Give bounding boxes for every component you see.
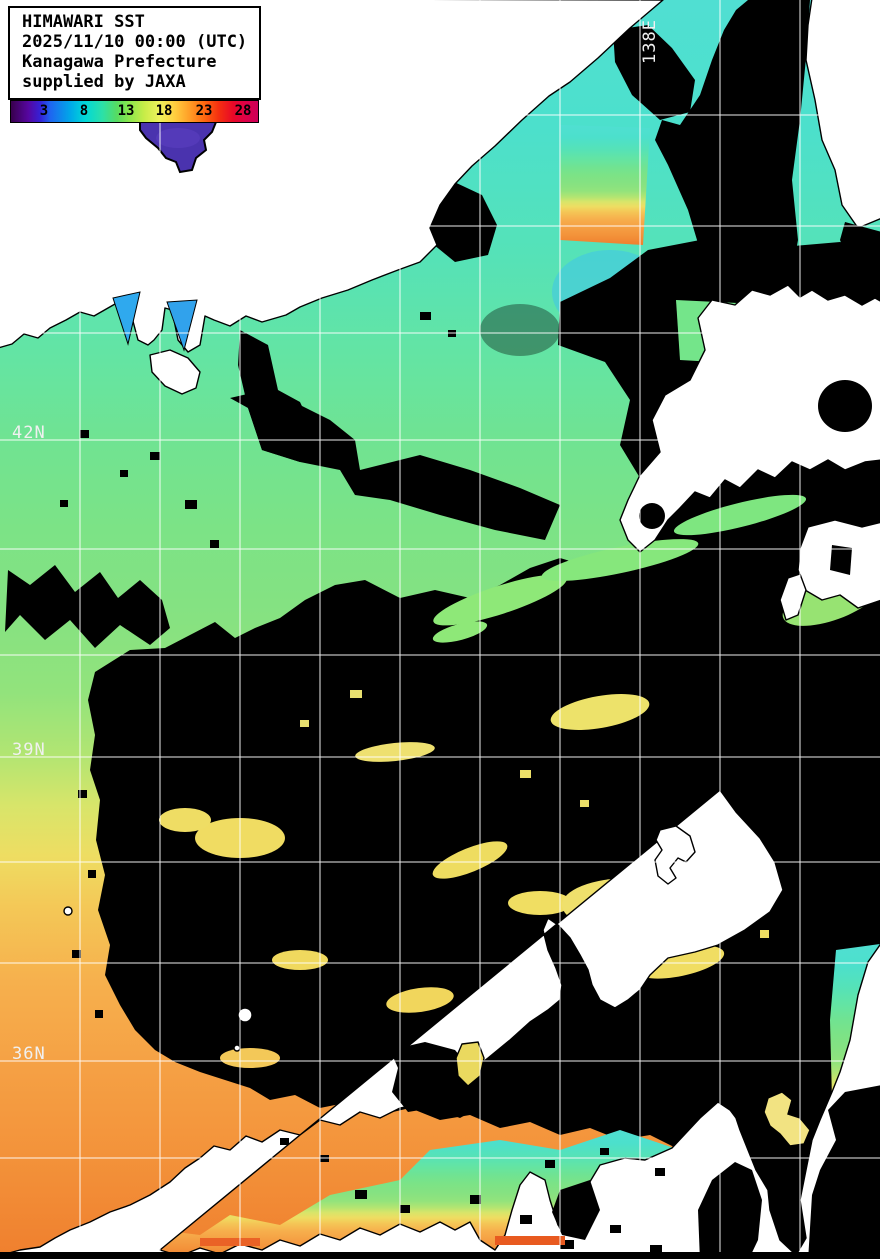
colorbar-tick: 13 xyxy=(117,103,135,119)
title-info-box: HIMAWARI SST 2025/11/10 00:00 (UTC) Kana… xyxy=(8,6,262,100)
product-title: HIMAWARI SST xyxy=(22,12,145,32)
cloud-nodata-layer xyxy=(5,0,880,1259)
datetime-label: 2025/11/10 00:00 (UTC) xyxy=(22,32,248,52)
credit-label: supplied by JAXA xyxy=(22,72,186,92)
lakes-layer xyxy=(139,87,811,1147)
colorbar-tick: 18 xyxy=(155,103,173,119)
colorbar-tick: 3 xyxy=(39,103,49,119)
lat-label-42n: 42N xyxy=(12,423,46,443)
bottom-boundary-strip xyxy=(0,1252,880,1259)
grid-labels: 42N 39N 36N 138E xyxy=(12,19,660,1064)
cold-bays xyxy=(112,291,198,352)
colorbar-tick: 8 xyxy=(79,103,89,119)
lon-label-138e: 138E xyxy=(640,19,660,64)
temperature-colorbar: 3 8 13 18 23 28 xyxy=(10,100,259,123)
colorbar-tick: 23 xyxy=(195,103,213,119)
lake-kasumigaura xyxy=(763,1091,811,1147)
lat-label-39n: 39N xyxy=(12,740,46,760)
lat-label-36n: 36N xyxy=(12,1044,46,1064)
region-label: Kanagawa Prefecture xyxy=(22,52,217,72)
colorbar-tick: 28 xyxy=(234,103,252,119)
